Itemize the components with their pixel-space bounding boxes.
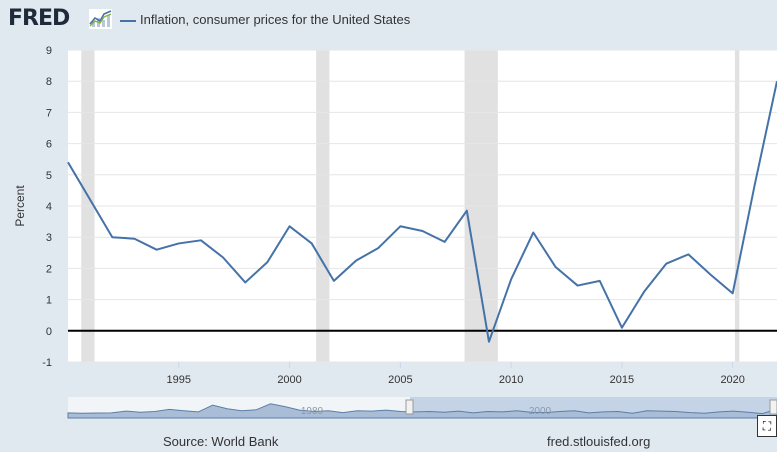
x-tick-label: 2020 [720,374,744,386]
y-tick-label: 4 [46,201,52,213]
grid-lines [68,49,777,363]
navigator-tick-label: 1980 [301,406,324,417]
y-tick-label: 1 [46,295,52,307]
navigator-tick-label: 2000 [529,406,552,417]
x-tick-labels: 1995 2000 2005 2010 2015 2020 [167,362,745,386]
y-tick-label: 7 [46,107,52,119]
y-tick-label: 3 [46,232,52,244]
x-tick-label: 2010 [499,374,523,386]
y-tick-labels: -1 0 1 2 3 4 5 6 7 8 9 [42,45,52,369]
fullscreen-icon: ⛶ [762,419,772,433]
y-tick-label: 0 [46,326,52,338]
y-tick-label: 5 [46,170,52,182]
fred-logo[interactable]: FRED [8,6,70,31]
legend-swatch [120,19,136,22]
inflation-chart: -1 0 1 2 3 4 5 6 7 8 9 1995 2000 2005 2010 2015 2020 Pe… [13,45,777,419]
y-tick-label: -1 [42,357,52,369]
x-tick-label: 2015 [610,374,634,386]
navigator-series [67,403,777,419]
source-text: Source: World Bank [163,434,279,449]
y-tick-label: 6 [46,139,52,151]
y-tick-label: 9 [46,45,52,57]
x-tick-label: 2000 [277,374,301,386]
y-tick-label: 2 [46,263,52,275]
y-axis-label: Percent [13,185,27,227]
x-tick-label: 1995 [167,374,191,386]
series-lines [67,80,777,343]
navigator-handle-right[interactable] [769,399,777,415]
x-tick-label: 2005 [388,374,412,386]
chart-legend[interactable]: Inflation, consumer prices for the Unite… [120,12,410,27]
fullscreen-button[interactable]: ⛶ [757,415,777,437]
legend-label: Inflation, consumer prices for the Unite… [140,12,411,27]
navigator-handle-left[interactable] [405,399,414,415]
time-range-navigator[interactable]: 1980 2000 [67,397,777,419]
series-line [67,80,777,343]
site-link[interactable]: fred.stlouisfed.org [547,434,651,449]
line-chart-icon [89,9,112,29]
y-tick-label: 8 [46,76,52,88]
